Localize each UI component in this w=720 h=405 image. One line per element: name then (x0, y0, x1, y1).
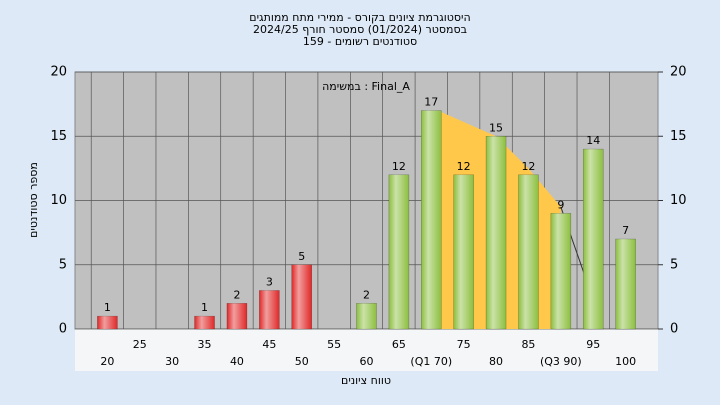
x-tick-label: 75 (457, 338, 471, 351)
x-axis-band (75, 329, 658, 371)
chart-subtitle: בסמסטר (01/2024) סמסטר חורף 2024/25 (253, 23, 467, 36)
x-tick-label: 55 (327, 338, 341, 351)
x-tick-label: 40 (230, 355, 244, 368)
x-tick-label: 100 (615, 355, 636, 368)
value-label: 12 (457, 160, 471, 173)
y-axis-label: מספר סטודנטים (27, 162, 40, 238)
y2-tick-label: 5 (670, 257, 678, 272)
x-tick-label: 30 (165, 355, 179, 368)
y2-tick-label: 0 (670, 322, 678, 337)
x-tick-label: 60 (360, 355, 374, 368)
bar (291, 264, 312, 330)
x-tick-label: 80 (489, 355, 503, 368)
x-tick-label: (Q1 70) (410, 355, 452, 368)
chart-subtitle: סטודנטים רשומים - 159 (303, 35, 417, 48)
x-tick-label: 50 (295, 355, 309, 368)
bar (226, 303, 248, 330)
value-label: 1 (104, 301, 111, 314)
bar (356, 303, 377, 330)
bar (485, 136, 507, 330)
value-label: 15 (489, 121, 503, 134)
y2-tick-label: 20 (670, 65, 687, 80)
y-tick-label: 15 (50, 129, 67, 144)
y-tick-label: 20 (50, 65, 67, 80)
bar (615, 238, 636, 330)
value-label: 9 (557, 198, 564, 211)
annotation: במשימה : Final_A (322, 80, 410, 93)
x-tick-label: 65 (392, 338, 406, 351)
bar (453, 174, 474, 330)
bar (550, 213, 572, 330)
x-tick-label: (Q3 90) (540, 355, 582, 368)
value-label: 3 (266, 275, 273, 288)
bar (97, 315, 118, 330)
bar (421, 110, 442, 330)
x-tick-label: 95 (586, 338, 600, 351)
x-tick-label: 35 (198, 338, 212, 351)
value-label: 14 (586, 134, 600, 147)
value-label: 12 (521, 160, 535, 173)
x-tick-label: 45 (262, 338, 276, 351)
x-tick-label: 20 (100, 355, 114, 368)
value-label: 2 (233, 288, 240, 301)
bar (259, 290, 280, 330)
y2-tick-label: 10 (670, 193, 687, 208)
x-tick-label: 25 (133, 338, 147, 351)
value-label: 1 (201, 301, 208, 314)
value-label: 5 (298, 250, 305, 263)
y-tick-label: 5 (59, 257, 67, 272)
bar (194, 315, 215, 330)
y2-tick-label: 15 (670, 129, 687, 144)
value-label: 2 (363, 288, 370, 301)
value-label: 7 (622, 224, 629, 237)
bar (582, 148, 604, 330)
x-tick-label: 85 (521, 338, 535, 351)
bar (518, 174, 539, 330)
value-label: 17 (424, 96, 438, 109)
y-tick-label: 0 (59, 322, 67, 337)
chart-title: היסטוגרמת ציונים בקורס - ממירי מתח ממותג… (249, 11, 470, 24)
bar (388, 174, 410, 330)
y-tick-label: 10 (50, 193, 67, 208)
value-label: 12 (392, 160, 406, 173)
x-axis-label: טווח ציונים (341, 374, 391, 387)
